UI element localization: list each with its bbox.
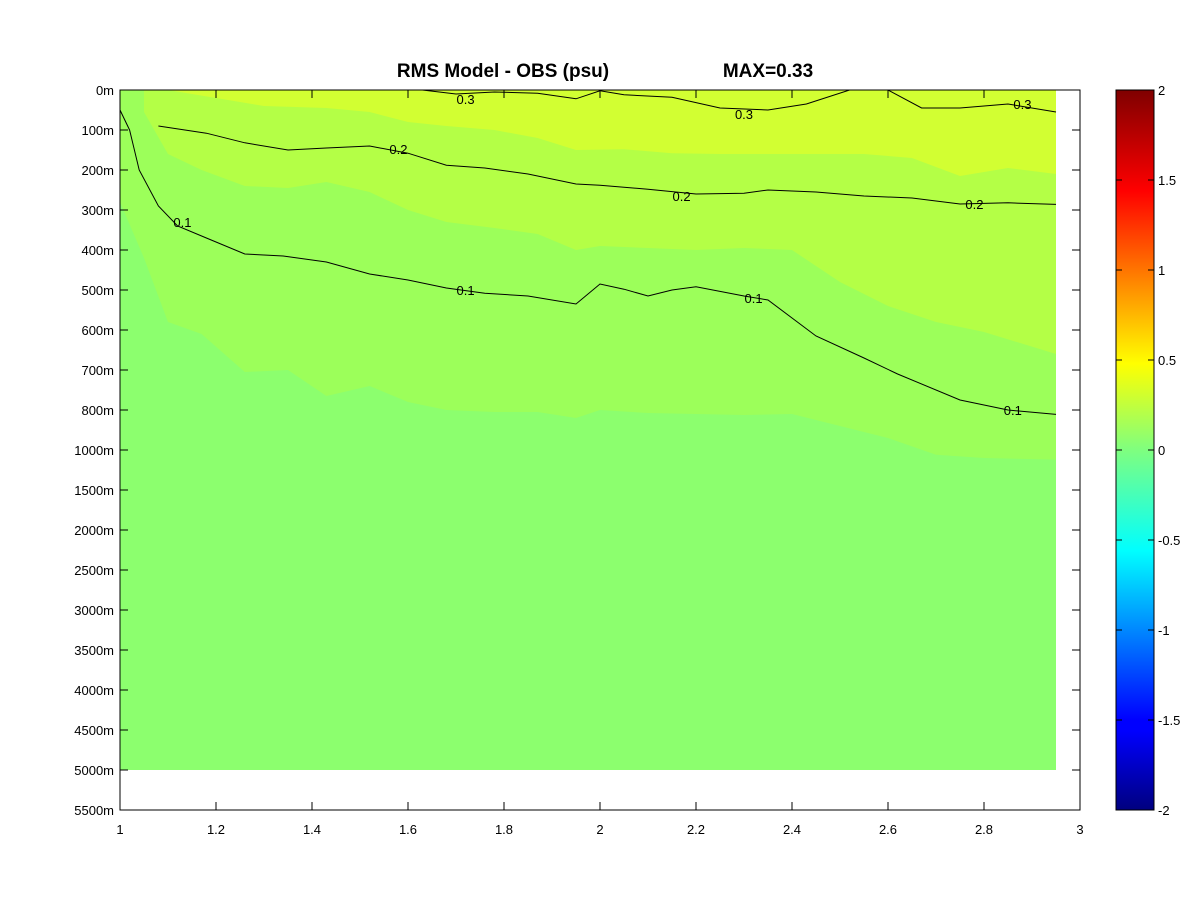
- colorbar-tick-label: -2: [1158, 803, 1170, 818]
- contour-label: 0.3: [1013, 97, 1031, 112]
- x-tick-label: 1.8: [495, 822, 513, 837]
- y-tick-label: 600m: [81, 323, 114, 338]
- x-tick-label: 1.2: [207, 822, 225, 837]
- contour-fill-regions: [120, 90, 1056, 770]
- x-axis: 1 1.2 1.4 1.6 1.8 2 2.2 2.4 2.6 2.8 3: [116, 90, 1084, 837]
- contour-label: 0.3: [735, 107, 753, 122]
- contour-line-0.3: [422, 89, 1057, 113]
- x-tick-label: 3: [1076, 822, 1083, 837]
- colorbar-tick-label: 1.5: [1158, 173, 1176, 188]
- colorbar-scale: [1115, 89, 1155, 811]
- contour-label: 0.1: [457, 283, 475, 298]
- colorbar-tick-label: -1.5: [1158, 713, 1180, 728]
- y-tick-label: 4500m: [74, 723, 114, 738]
- y-tick-label: 4000m: [74, 683, 114, 698]
- fill-band-0.15: [144, 90, 1056, 354]
- contour-labels: 0.1 0.1 0.1 0.1 0.2 0.2 0.2 0.3 0.3 0.3: [173, 92, 1031, 418]
- x-tick-label: 2.2: [687, 822, 705, 837]
- contour-label: 0.1: [745, 291, 763, 306]
- colorbar-tick-label: 1: [1158, 263, 1165, 278]
- y-tick-label: 500m: [81, 283, 114, 298]
- contour-label: 0.1: [1004, 403, 1022, 418]
- contour-label: 0.2: [965, 197, 983, 212]
- x-tick-label: 2.4: [783, 822, 801, 837]
- x-tick-label: 1.6: [399, 822, 417, 837]
- y-tick-label: 3500m: [74, 643, 114, 658]
- x-tick-label: 2.6: [879, 822, 897, 837]
- colorbar-tick-label: 2: [1158, 83, 1165, 98]
- x-tick-label: 1.4: [303, 822, 321, 837]
- y-tick-label: 5500m: [74, 803, 114, 818]
- x-tick-label: 1: [116, 822, 123, 837]
- y-tick-label: 1000m: [74, 443, 114, 458]
- y-tick-label: 800m: [81, 403, 114, 418]
- chart-title: RMS Model - OBS (psu): [397, 61, 609, 82]
- contour-line-0.1: [119, 109, 1057, 415]
- y-tick-label: 700m: [81, 363, 114, 378]
- contour-line-0.2: [158, 125, 1057, 205]
- contour-lines: [119, 89, 1057, 415]
- y-tick-label: 400m: [81, 243, 114, 258]
- fill-band-0.25: [168, 90, 1056, 176]
- y-tick-label: 2500m: [74, 563, 114, 578]
- colorbar-tick-label: 0: [1158, 443, 1165, 458]
- colorbar-tick-label: -0.5: [1158, 533, 1180, 548]
- y-tick-label: 1500m: [74, 483, 114, 498]
- contour-label: 0.1: [173, 215, 191, 230]
- y-tick-label: 2000m: [74, 523, 114, 538]
- y-tick-label: 5000m: [74, 763, 114, 778]
- y-tick-label: 300m: [81, 203, 114, 218]
- max-value-label: MAX=0.33: [723, 61, 813, 82]
- contour-label: 0.2: [673, 189, 691, 204]
- y-axis: 0m 100m 200m 300m 400m 500m 600m 700m 800m 1000m 1…: [74, 83, 1080, 818]
- x-tick-label: 2.8: [975, 822, 993, 837]
- colorbar: 2 1.5 1 0.5 0 -0.5 -1 -1.5 -2: [1115, 83, 1180, 818]
- y-tick-label: 100m: [81, 123, 114, 138]
- contour-label: 0.3: [457, 92, 475, 107]
- x-tick-label: 2: [596, 822, 603, 837]
- y-tick-label: 200m: [81, 163, 114, 178]
- colorbar-tick-label: -1: [1158, 623, 1170, 638]
- contour-label: 0.2: [389, 142, 407, 157]
- y-tick-label: 0m: [96, 83, 114, 98]
- colorbar-tick-label: 0.5: [1158, 353, 1176, 368]
- y-tick-label: 3000m: [74, 603, 114, 618]
